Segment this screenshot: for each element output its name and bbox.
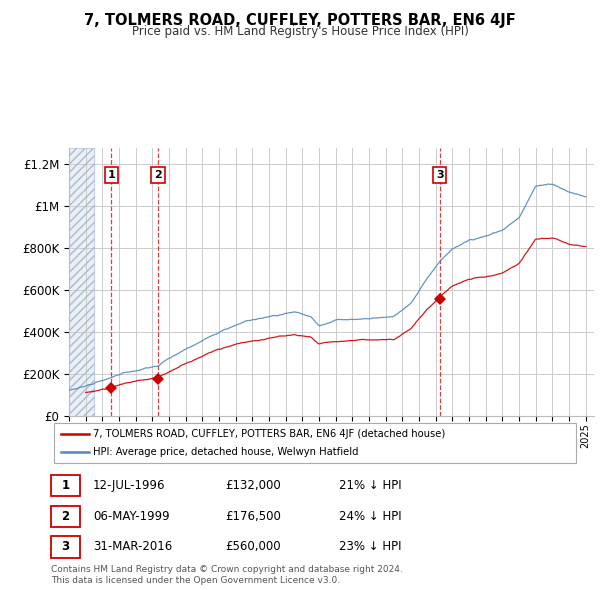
Bar: [69, 148, 94, 416]
Text: 2: 2: [61, 510, 70, 523]
Text: 7, TOLMERS ROAD, CUFFLEY, POTTERS BAR, EN6 4JF: 7, TOLMERS ROAD, CUFFLEY, POTTERS BAR, E…: [84, 13, 516, 28]
Text: £560,000: £560,000: [225, 540, 281, 553]
Text: Contains HM Land Registry data © Crown copyright and database right 2024.
This d: Contains HM Land Registry data © Crown c…: [51, 565, 403, 585]
Text: £132,000: £132,000: [225, 479, 281, 492]
Text: 31-MAR-2016: 31-MAR-2016: [93, 540, 172, 553]
Text: 12-JUL-1996: 12-JUL-1996: [93, 479, 166, 492]
Text: 3: 3: [61, 540, 70, 553]
Text: Price paid vs. HM Land Registry's House Price Index (HPI): Price paid vs. HM Land Registry's House …: [131, 25, 469, 38]
Text: 7, TOLMERS ROAD, CUFFLEY, POTTERS BAR, EN6 4JF (detached house): 7, TOLMERS ROAD, CUFFLEY, POTTERS BAR, E…: [93, 429, 445, 439]
Text: 21% ↓ HPI: 21% ↓ HPI: [339, 479, 401, 492]
Text: 23% ↓ HPI: 23% ↓ HPI: [339, 540, 401, 553]
Text: 2: 2: [154, 170, 162, 180]
Text: £176,500: £176,500: [225, 510, 281, 523]
Text: 1: 1: [107, 170, 115, 180]
Text: HPI: Average price, detached house, Welwyn Hatfield: HPI: Average price, detached house, Welw…: [93, 447, 359, 457]
Text: 06-MAY-1999: 06-MAY-1999: [93, 510, 170, 523]
Text: 24% ↓ HPI: 24% ↓ HPI: [339, 510, 401, 523]
Bar: [69, 148, 94, 416]
Text: 3: 3: [436, 170, 443, 180]
Text: 1: 1: [61, 479, 70, 492]
